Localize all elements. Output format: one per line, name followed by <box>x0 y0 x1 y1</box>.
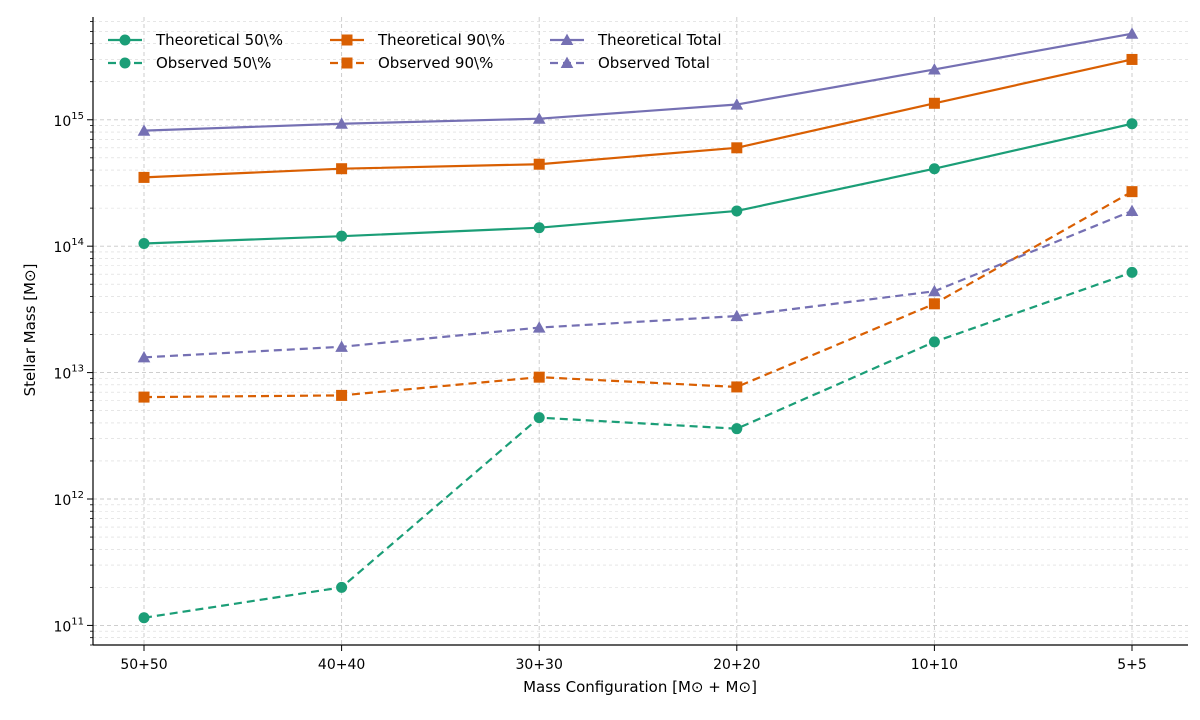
data-point <box>928 63 941 75</box>
data-point <box>731 423 743 435</box>
data-point <box>336 163 348 175</box>
x-tick-label: 40+40 <box>318 657 365 673</box>
data-point <box>533 222 545 234</box>
data-point <box>928 284 941 297</box>
data-point <box>335 117 348 129</box>
data-point <box>533 371 545 383</box>
series-2 <box>138 53 1138 183</box>
legend-label: Observed 50\% <box>156 54 271 72</box>
grid <box>93 17 1188 646</box>
legend-marker <box>341 34 353 46</box>
x-tick-label: 20+20 <box>713 657 760 673</box>
legend-item: Observed 50\% <box>108 54 271 72</box>
legend: Theoretical 50\% Observed 50\% Theoretical… <box>108 31 722 72</box>
x-tick-label: 5+5 <box>1117 657 1147 673</box>
data-point <box>730 309 744 322</box>
y-tick-label: 1012 <box>53 490 84 509</box>
data-point <box>532 112 546 124</box>
legend-label: Theoretical 50\% <box>155 31 283 49</box>
y-tick-label: 1011 <box>53 616 84 635</box>
y-tick-label: 1013 <box>53 364 84 383</box>
series-line <box>143 32 1133 132</box>
data-point <box>928 298 940 310</box>
data-point <box>138 391 150 403</box>
series-line <box>143 58 1133 179</box>
series-line <box>143 209 1133 359</box>
data-point <box>1126 266 1138 278</box>
legend-marker <box>119 34 131 46</box>
data-point <box>336 389 348 401</box>
x-tick-label: 50+50 <box>120 657 167 673</box>
x-tick-label: 30+30 <box>516 657 563 673</box>
data-point <box>138 171 150 183</box>
data-point <box>1126 118 1138 130</box>
legend-item: Theoretical 90\% <box>330 31 505 49</box>
data-point <box>1125 27 1139 39</box>
data-point <box>928 97 940 109</box>
legend-item: Theoretical Total <box>550 31 722 49</box>
data-point <box>928 336 940 348</box>
data-point <box>138 612 150 624</box>
series-line <box>143 122 1133 245</box>
data-point <box>1126 53 1138 65</box>
axes <box>92 17 1188 646</box>
data-point <box>1126 186 1138 198</box>
legend-label: Observed 90\% <box>378 54 493 72</box>
series-3 <box>138 186 1138 403</box>
legend-marker <box>560 33 574 46</box>
data-point <box>928 163 940 175</box>
legend-marker <box>560 56 574 69</box>
series-1 <box>138 266 1138 624</box>
legend-label: Theoretical Total <box>597 31 722 49</box>
data-point <box>336 581 348 593</box>
data-point <box>731 142 743 154</box>
data-point <box>336 230 348 242</box>
data-point <box>532 321 546 333</box>
data-point <box>137 351 151 363</box>
legend-marker <box>341 57 353 69</box>
data-point <box>533 412 545 424</box>
y-tick-label: 1014 <box>53 237 84 256</box>
data-point <box>1125 204 1139 216</box>
y-axis-label: Stellar Mass [M⊙] <box>21 264 39 397</box>
ticks: 1011 1012 1013 1014 1015 50+50 40+40 30+30 20+20… <box>53 20 1147 673</box>
legend-label: Observed Total <box>598 54 710 72</box>
data-point <box>533 158 545 170</box>
series-line <box>143 190 1133 399</box>
legend-item: Observed 90\% <box>330 54 493 72</box>
legend-label: Theoretical 90\% <box>377 31 505 49</box>
y-tick-label: 1015 <box>53 111 84 130</box>
data-point <box>731 381 743 393</box>
legend-item: Theoretical 50\% <box>108 31 283 49</box>
data-point <box>138 237 150 249</box>
series-4 <box>137 27 1139 136</box>
data-point <box>730 98 744 110</box>
x-tick-label: 10+10 <box>911 657 958 673</box>
x-axis-label: Mass Configuration [M⊙ + M⊙] <box>523 678 757 696</box>
series-5 <box>137 204 1139 363</box>
data-point <box>335 340 348 352</box>
series-layer <box>137 27 1139 624</box>
data-point <box>137 124 151 136</box>
series-line <box>143 271 1133 619</box>
data-point <box>731 205 743 217</box>
series-0 <box>138 118 1138 249</box>
legend-item: Observed Total <box>550 54 710 72</box>
legend-marker <box>119 57 131 69</box>
